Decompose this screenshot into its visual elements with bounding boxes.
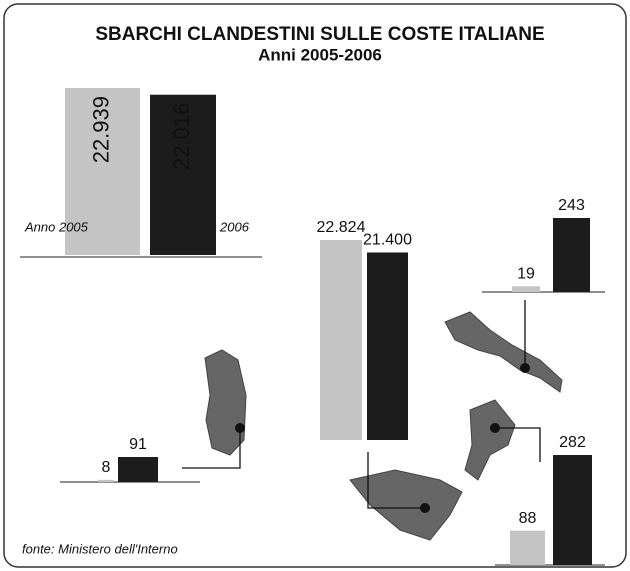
dot	[235, 423, 245, 433]
arrows	[182, 300, 541, 509]
arrow	[495, 427, 541, 462]
dot	[490, 423, 500, 433]
legend-label: Anno 2005	[24, 219, 89, 234]
bar	[367, 252, 408, 440]
value-label: 19	[517, 265, 535, 282]
maps	[204, 311, 563, 541]
dots	[235, 363, 530, 513]
bar	[510, 530, 545, 565]
frame	[3, 3, 627, 568]
bar	[118, 457, 158, 482]
source: fonte: Ministero dell'Interno	[22, 541, 178, 556]
value-label: 21.400	[363, 232, 412, 249]
bar	[320, 240, 362, 440]
value-label: 91	[129, 436, 147, 453]
chart-subtitle: Anni 2005-2006	[258, 45, 382, 64]
value-label: 22.824	[317, 219, 366, 236]
value-label: 88	[519, 510, 537, 527]
dot	[520, 363, 530, 373]
value-label: 22.939	[88, 96, 113, 163]
sicily-map	[349, 469, 463, 541]
value-label: 8	[102, 459, 111, 476]
chart-title: SBARCHI CLANDESTINI SULLE COSTE ITALIANE	[95, 24, 544, 45]
value-label: 282	[559, 434, 586, 451]
bar	[65, 88, 140, 255]
bar	[98, 479, 114, 482]
legend-label: 2006	[219, 219, 250, 234]
value-label: 22.016	[169, 103, 194, 170]
bar	[512, 286, 540, 292]
bar	[553, 455, 592, 565]
dot	[420, 503, 430, 513]
arrow	[182, 428, 241, 469]
bar	[553, 218, 590, 292]
value-label: 243	[558, 197, 585, 214]
calabria-map	[464, 399, 516, 481]
bar	[150, 94, 216, 255]
arrow	[367, 452, 425, 509]
apulia-map	[444, 311, 563, 393]
